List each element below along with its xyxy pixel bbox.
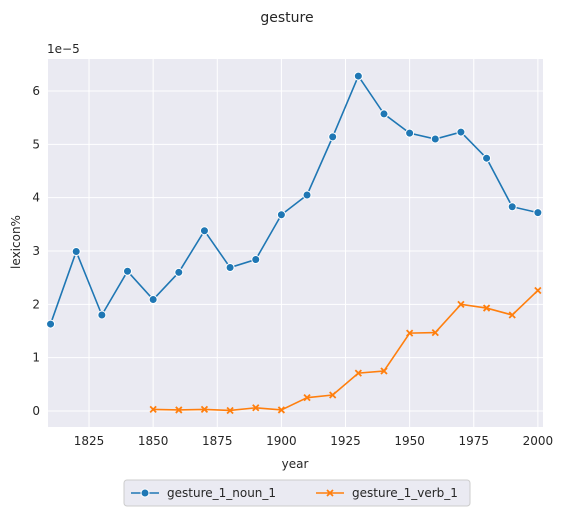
data-point: [508, 311, 516, 319]
grid: [48, 59, 543, 427]
plot-area: [48, 59, 543, 427]
data-point: [302, 190, 312, 200]
legend-item: gesture_1_noun_1: [131, 486, 276, 500]
data-point: [200, 405, 209, 414]
legend-items: gesture_1_noun_1 gesture_1_verb_1: [131, 486, 458, 500]
data-point: [431, 328, 439, 337]
legend-label: gesture_1_verb_1: [352, 486, 458, 500]
series-gesture_1_noun_1: [46, 71, 543, 329]
y-tick-label: 5: [32, 137, 40, 151]
data-point: [226, 406, 234, 415]
x-tick-label: 1900: [266, 434, 297, 448]
data-point: [456, 127, 466, 137]
data-point: [329, 391, 337, 399]
data-point: [174, 267, 184, 277]
data-point: [379, 109, 389, 119]
data-point: [405, 329, 414, 337]
data-point: [380, 367, 388, 375]
y-tick-label: 2: [32, 297, 40, 311]
data-point: [277, 406, 286, 414]
x-axis-label: year: [282, 457, 309, 471]
data-point: [148, 295, 158, 305]
data-point: [149, 405, 157, 414]
legend-marker: [326, 489, 334, 497]
data-point: [252, 404, 260, 412]
y-tick-label: 6: [32, 84, 40, 98]
y-tick-label: 0: [32, 404, 40, 418]
x-tick-label: 2000: [523, 434, 554, 448]
data-point: [405, 128, 415, 138]
data-point: [225, 263, 235, 273]
x-tick-label: 1825: [74, 434, 105, 448]
data-point: [457, 300, 465, 308]
data-point: [123, 266, 133, 276]
legend-marker: [140, 488, 150, 498]
data-point: [251, 255, 261, 265]
x-axis-ticks: 1825 1850 1875 1900 1925 1950 1975 2000: [74, 434, 553, 448]
x-tick-label: 1850: [138, 434, 169, 448]
data-point: [97, 310, 107, 320]
y-tick-label: 3: [32, 244, 40, 258]
x-tick-label: 1950: [394, 434, 425, 448]
y-axis-ticks: 0 1 2 3 4 5 6: [32, 84, 40, 418]
legend-label: gesture_1_noun_1: [167, 486, 276, 500]
data-point: [71, 247, 81, 257]
series-layer: [46, 71, 543, 415]
data-point: [507, 202, 517, 212]
chart-title: gesture: [260, 10, 313, 26]
legend-item: gesture_1_verb_1: [316, 486, 458, 500]
series-gesture_1_verb_1: [149, 286, 542, 415]
data-point: [46, 319, 56, 329]
data-point: [354, 369, 362, 377]
data-point: [276, 210, 286, 220]
data-point: [534, 286, 542, 295]
data-point: [199, 226, 209, 236]
y-axis-label: lexicon%: [9, 215, 23, 269]
data-point: [482, 153, 492, 163]
y-tick-label: 4: [32, 191, 40, 205]
y-scale-label: 1e−5: [47, 42, 80, 56]
y-tick-label: 1: [32, 351, 40, 365]
x-tick-label: 1875: [202, 434, 233, 448]
x-tick-label: 1975: [458, 434, 489, 448]
data-point: [353, 71, 363, 81]
data-point: [175, 406, 183, 414]
data-point: [482, 304, 491, 312]
x-tick-label: 1925: [330, 434, 361, 448]
legend-box: [123, 479, 471, 507]
data-point: [328, 132, 338, 142]
legend: gesture_1_noun_1 gesture_1_verb_1: [123, 479, 471, 507]
data-point: [430, 134, 440, 144]
data-point: [533, 208, 543, 218]
series-line: [153, 289, 539, 412]
data-point: [303, 394, 311, 402]
